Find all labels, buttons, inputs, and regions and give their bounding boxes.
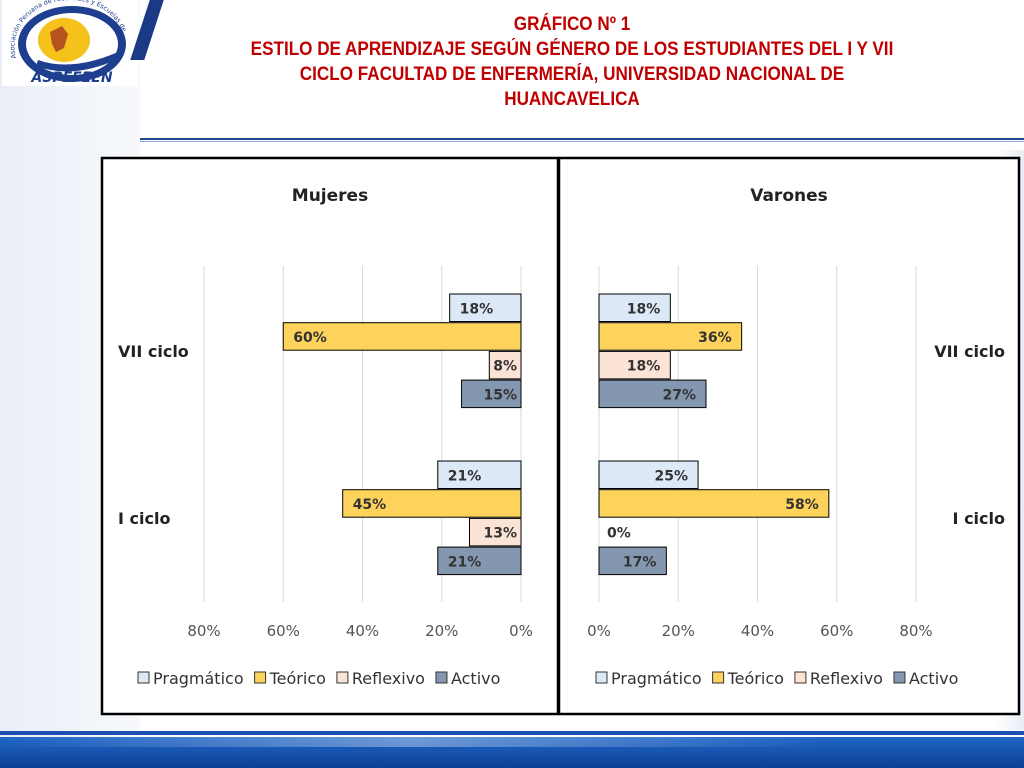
varones-chart-title: Varones bbox=[750, 186, 828, 206]
mujeres-bar-teórico bbox=[342, 489, 522, 518]
mujeres-legend-swatch-reflexivo bbox=[336, 671, 349, 684]
varones-bar-pragmático bbox=[598, 460, 699, 489]
logo: Asociación Peruana de Facultades y Escue… bbox=[0, 0, 138, 86]
mujeres-data-label: 60% bbox=[293, 330, 327, 346]
varones-legend-swatch-pragmático bbox=[595, 671, 608, 684]
mujeres-data-label: 45% bbox=[353, 497, 387, 513]
varones-tick-label: 20% bbox=[662, 622, 695, 640]
mujeres-legend-label: Activo bbox=[451, 669, 500, 688]
varones-tick-label: 40% bbox=[741, 622, 774, 640]
varones-category-label: VII ciclo bbox=[934, 342, 1005, 361]
varones-data-label: 0% bbox=[607, 526, 631, 542]
mujeres-tick-label: 60% bbox=[267, 622, 300, 640]
varones-tick-label: 80% bbox=[899, 622, 932, 640]
varones-bar-activo bbox=[598, 379, 707, 409]
varones-bar-teórico bbox=[598, 489, 830, 518]
varones-data-label: 17% bbox=[623, 554, 657, 570]
mujeres-category-label: I ciclo bbox=[118, 509, 170, 528]
mujeres-tick-label: 40% bbox=[346, 622, 379, 640]
mujeres-tick-label: 80% bbox=[187, 622, 220, 640]
varones-legend-label: Teórico bbox=[727, 669, 784, 688]
varones-legend-label: Reflexivo bbox=[810, 669, 883, 688]
varones-data-label: 36% bbox=[698, 330, 732, 346]
title-line-1: GRÁFICO Nº 1 bbox=[513, 14, 631, 35]
varones-legend-swatch-teórico bbox=[712, 671, 725, 684]
footer-shine bbox=[0, 737, 1024, 747]
mujeres-bar-pragmático bbox=[449, 293, 522, 322]
mujeres-bar-pragmático bbox=[437, 460, 522, 489]
mujeres-data-label: 21% bbox=[448, 554, 482, 570]
mujeres-legend-label: Teórico bbox=[269, 669, 326, 688]
varones-legend-swatch-reflexivo bbox=[794, 671, 807, 684]
varones-panel-frame bbox=[557, 156, 1021, 716]
varones-tick-label: 0% bbox=[587, 622, 611, 640]
varones-category-label: I ciclo bbox=[953, 509, 1005, 528]
mujeres-data-label: 21% bbox=[448, 468, 482, 484]
title-divider bbox=[140, 138, 1024, 140]
mujeres-chart-title: Mujeres bbox=[292, 186, 368, 206]
varones-data-label: 58% bbox=[785, 497, 819, 513]
mujeres-bar-activo bbox=[437, 546, 522, 576]
mujeres-bar-teórico bbox=[282, 322, 522, 351]
aspefeen-logo: Asociación Peruana de Facultades y Escue… bbox=[0, 0, 129, 86]
varones-legend-label: Activo bbox=[909, 669, 958, 688]
varones-bar-reflexivo bbox=[598, 350, 671, 380]
title-divider-thin bbox=[140, 141, 1024, 142]
mujeres-bar-reflexivo bbox=[488, 350, 522, 380]
varones-data-label: 27% bbox=[662, 387, 696, 403]
varones-data-label: 18% bbox=[627, 359, 661, 375]
mujeres-data-label: 13% bbox=[483, 526, 517, 542]
mujeres-category-label: VII ciclo bbox=[118, 342, 189, 361]
varones-data-label: 18% bbox=[627, 301, 661, 317]
varones-bar-pragmático bbox=[598, 293, 671, 322]
logo-map bbox=[50, 26, 68, 52]
varones-legend-label: Pragmático bbox=[611, 669, 702, 688]
mujeres-data-label: 18% bbox=[460, 301, 494, 317]
varones-bar-activo bbox=[598, 546, 667, 576]
varones-data-label: 25% bbox=[655, 468, 689, 484]
logo-swoosh bbox=[36, 52, 120, 72]
mujeres-legend-swatch-activo bbox=[435, 671, 448, 684]
varones-bar-teórico bbox=[598, 322, 743, 351]
title-line-3: CICLO FACULTAD DE ENFERMERÍA, UNIVERSIDA… bbox=[299, 64, 845, 85]
logo-name: ASPEFEEN bbox=[30, 70, 112, 86]
mujeres-bar-reflexivo bbox=[468, 517, 522, 547]
footer-bar bbox=[0, 737, 1024, 768]
mujeres-legend-swatch-teórico bbox=[254, 671, 267, 684]
varones-tick-label: 60% bbox=[820, 622, 853, 640]
mujeres-legend-label: Pragmático bbox=[153, 669, 244, 688]
mujeres-legend-label: Reflexivo bbox=[352, 669, 425, 688]
mujeres-data-label: 8% bbox=[493, 359, 517, 375]
mujeres-legend-swatch-pragmático bbox=[137, 671, 150, 684]
title-line-2: ESTILO DE APRENDIZAJE SEGÚN GÉNERO DE LO… bbox=[250, 39, 894, 60]
varones-legend-swatch-activo bbox=[893, 671, 906, 684]
title-line-4: HUANCAVELICA bbox=[504, 89, 640, 110]
mujeres-panel-frame bbox=[100, 156, 560, 716]
mujeres-tick-label: 0% bbox=[509, 622, 533, 640]
mujeres-tick-label: 20% bbox=[425, 622, 458, 640]
mujeres-bar-activo bbox=[461, 379, 522, 409]
mujeres-data-label: 15% bbox=[483, 387, 517, 403]
slide-title: GRÁFICO Nº 1 ESTILO DE APRENDIZAJE SEGÚN… bbox=[160, 12, 984, 112]
footer-line bbox=[0, 731, 1024, 735]
